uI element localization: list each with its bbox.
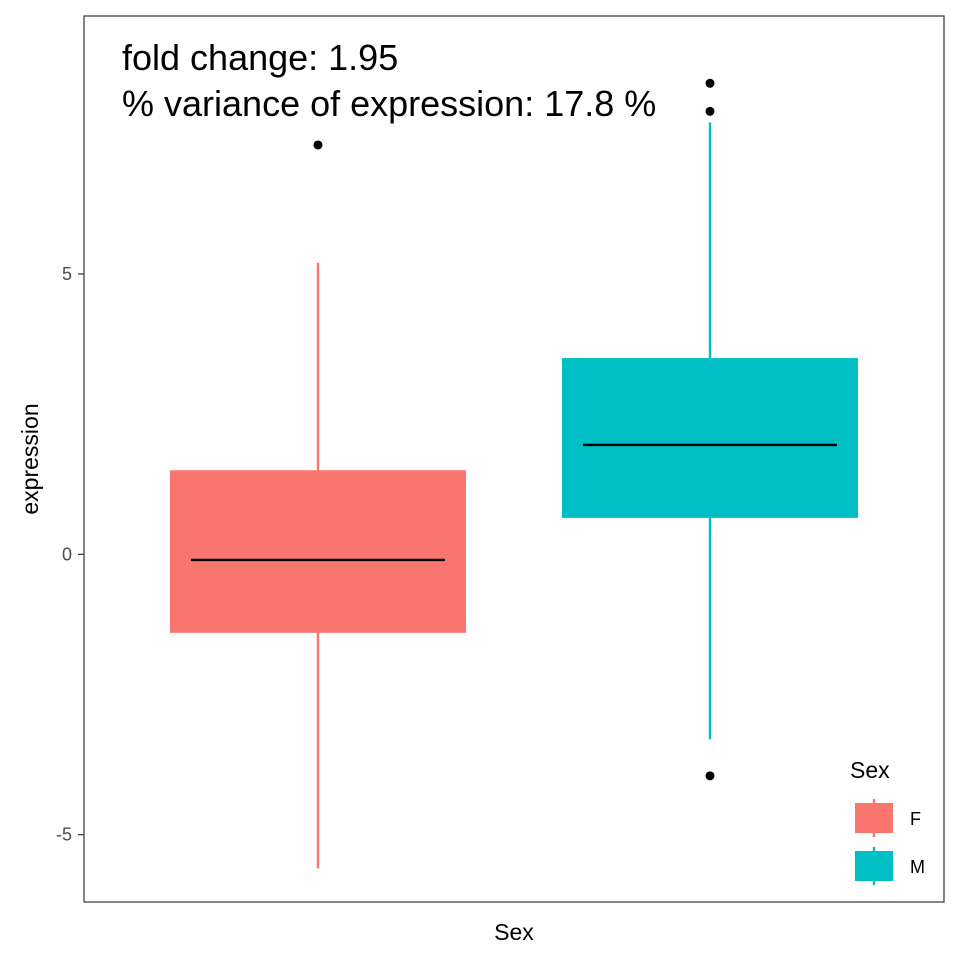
box-group-m (562, 78, 858, 781)
outlier-point (705, 78, 715, 88)
y-axis: -5 0 5 (56, 264, 84, 845)
legend-title: Sex (850, 757, 890, 783)
box (170, 470, 466, 633)
y-tick-label: 0 (62, 544, 72, 564)
legend-label: F (910, 809, 921, 829)
legend-key-m: M (855, 847, 925, 885)
box (562, 358, 858, 518)
legend-key-box (855, 851, 893, 881)
y-axis-title: expression (17, 403, 43, 514)
legend-key-f: F (855, 799, 921, 837)
x-axis-title: Sex (494, 919, 534, 945)
outlier-point (705, 106, 715, 116)
legend-key-box (855, 803, 893, 833)
boxes-layer (170, 78, 858, 869)
legend-label: M (910, 857, 925, 877)
legend: Sex FM (850, 757, 925, 885)
outlier-point (313, 140, 323, 150)
box-group-f (170, 140, 466, 869)
y-tick-label: 5 (62, 264, 72, 284)
legend-keys: FM (855, 799, 925, 885)
outlier-point (705, 771, 715, 781)
annotation-fold-change: fold change: 1.95 (122, 37, 398, 78)
annotation-variance: % variance of expression: 17.8 % (122, 83, 656, 124)
y-tick-label: -5 (56, 825, 72, 845)
